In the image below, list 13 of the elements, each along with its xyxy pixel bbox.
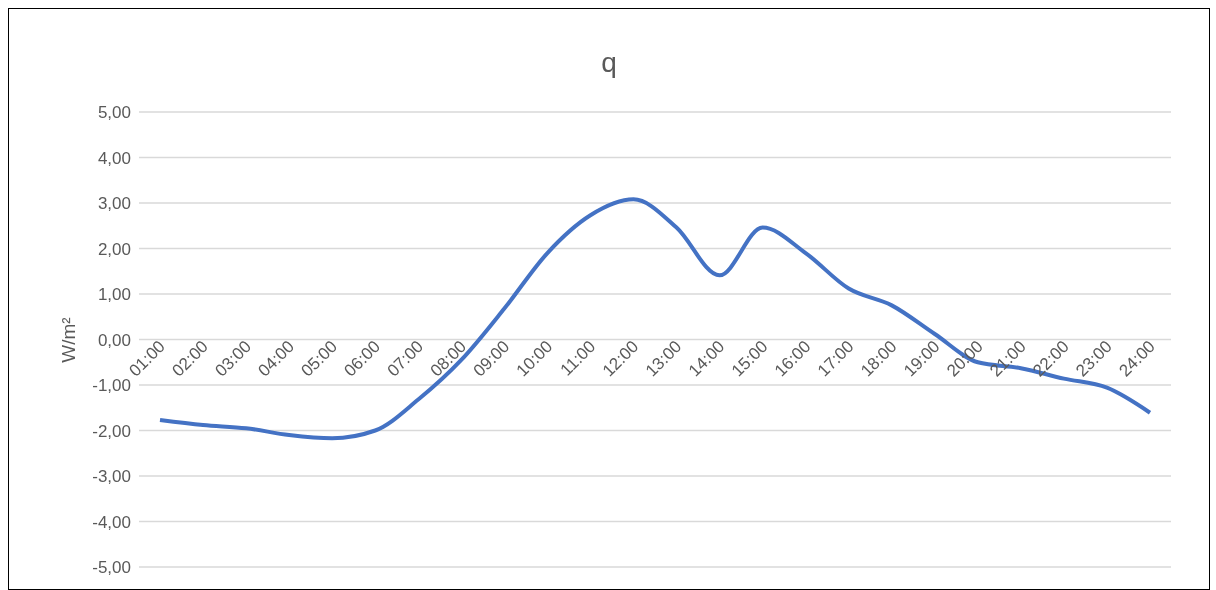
chart-title: q	[600, 47, 618, 79]
y-tick-label: 2,00	[97, 239, 131, 259]
y-tick-label: -4,00	[92, 512, 131, 532]
y-tick-label: 5,00	[97, 103, 131, 123]
y-tick-label: 3,00	[97, 194, 131, 214]
y-tick-label: 0,00	[97, 330, 131, 350]
y-tick-label: -3,00	[92, 467, 131, 487]
y-tick-label: 4,00	[97, 148, 131, 168]
y-axis-title: W/m²	[58, 316, 80, 363]
y-tick-label: -1,00	[92, 376, 131, 396]
y-tick-label: -5,00	[92, 558, 131, 578]
y-tick-label: -2,00	[92, 421, 131, 441]
y-tick-label: 1,00	[97, 285, 131, 305]
